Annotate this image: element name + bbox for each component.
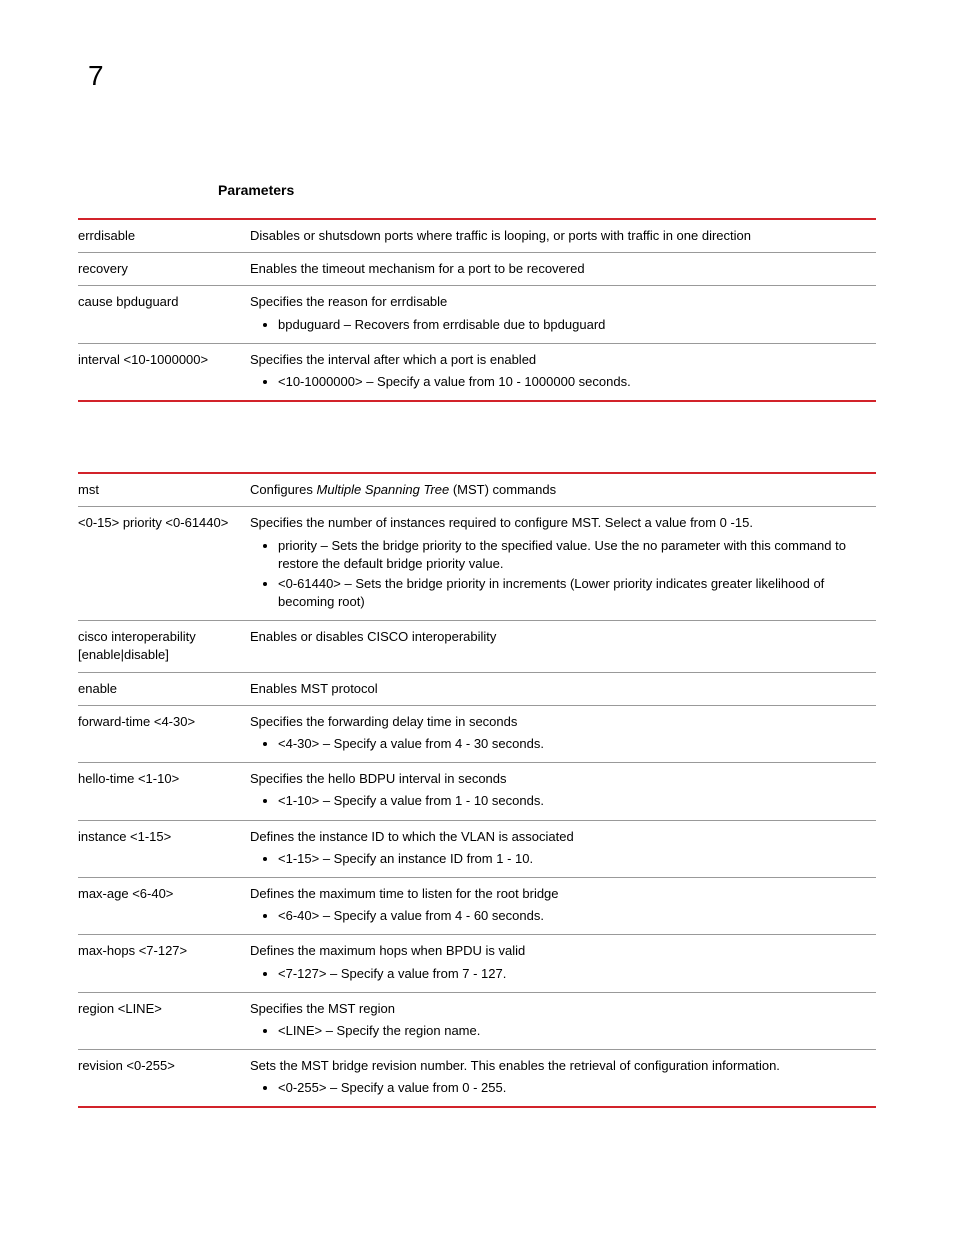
param-bullets: <LINE> – Specify the region name. (250, 1022, 868, 1040)
param-bullets: <0-255> – Specify a value from 0 - 255. (250, 1079, 868, 1097)
param-name: hello-time <1-10> (78, 763, 250, 820)
param-name: cisco interoperability [enable|disable] (78, 621, 250, 672)
param-desc: Enables the timeout mechanism for a port… (250, 253, 876, 286)
param-desc: Defines the maximum time to listen for t… (250, 877, 876, 934)
param-bullets: <7-127> – Specify a value from 7 - 127. (250, 965, 868, 983)
table-row: interval <10-1000000>Specifies the inter… (78, 343, 876, 401)
page-number: 7 (88, 60, 876, 92)
param-desc: Defines the maximum hops when BPDU is va… (250, 935, 876, 992)
table-row: cisco interoperability [enable|disable]E… (78, 621, 876, 672)
param-name: interval <10-1000000> (78, 343, 250, 401)
table-row: enableEnables MST protocol (78, 672, 876, 705)
table-row: hello-time <1-10>Specifies the hello BDP… (78, 763, 876, 820)
param-bullets: <1-10> – Specify a value from 1 - 10 sec… (250, 792, 868, 810)
table-row: <0-15> priority <0-61440>Specifies the n… (78, 507, 876, 621)
list-item: <4-30> – Specify a value from 4 - 30 sec… (278, 735, 868, 753)
list-item: <1-15> – Specify an instance ID from 1 -… (278, 850, 868, 868)
parameters-table-1: errdisableDisables or shutsdown ports wh… (78, 218, 876, 402)
list-item: <LINE> – Specify the region name. (278, 1022, 868, 1040)
param-bullets: priority – Sets the bridge priority to t… (250, 537, 868, 612)
table-row: recoveryEnables the timeout mechanism fo… (78, 253, 876, 286)
param-desc: Enables MST protocol (250, 672, 876, 705)
table-row: mstConfigures Multiple Spanning Tree (MS… (78, 473, 876, 507)
list-item: <0-61440> – Sets the bridge priority in … (278, 575, 868, 611)
table-row: region <LINE>Specifies the MST region<LI… (78, 992, 876, 1049)
param-name: <0-15> priority <0-61440> (78, 507, 250, 621)
param-name: region <LINE> (78, 992, 250, 1049)
param-name: instance <1-15> (78, 820, 250, 877)
param-desc: Enables or disables CISCO interoperabili… (250, 621, 876, 672)
table-row: forward-time <4-30>Specifies the forward… (78, 705, 876, 762)
param-bullets: <6-40> – Specify a value from 4 - 60 sec… (250, 907, 868, 925)
param-desc: Specifies the hello BDPU interval in sec… (250, 763, 876, 820)
list-item: bpduguard – Recovers from errdisable due… (278, 316, 868, 334)
table-row: revision <0-255>Sets the MST bridge revi… (78, 1050, 876, 1108)
param-name: revision <0-255> (78, 1050, 250, 1108)
param-bullets: bpduguard – Recovers from errdisable due… (250, 316, 868, 334)
param-name: cause bpduguard (78, 286, 250, 343)
param-name: max-hops <7-127> (78, 935, 250, 992)
param-desc: Specifies the number of instances requir… (250, 507, 876, 621)
table-row: max-hops <7-127>Defines the maximum hops… (78, 935, 876, 992)
param-desc: Disables or shutsdown ports where traffi… (250, 219, 876, 253)
table-row: max-age <6-40>Defines the maximum time t… (78, 877, 876, 934)
param-desc: Specifies the MST region<LINE> – Specify… (250, 992, 876, 1049)
param-name: recovery (78, 253, 250, 286)
table-row: instance <1-15>Defines the instance ID t… (78, 820, 876, 877)
list-item: <7-127> – Specify a value from 7 - 127. (278, 965, 868, 983)
param-desc: Defines the instance ID to which the VLA… (250, 820, 876, 877)
param-name: errdisable (78, 219, 250, 253)
param-bullets: <1-15> – Specify an instance ID from 1 -… (250, 850, 868, 868)
param-name: max-age <6-40> (78, 877, 250, 934)
list-item: priority – Sets the bridge priority to t… (278, 537, 868, 573)
param-desc: Specifies the forwarding delay time in s… (250, 705, 876, 762)
parameters-table-2: mstConfigures Multiple Spanning Tree (MS… (78, 472, 876, 1108)
param-bullets: <10-1000000> – Specify a value from 10 -… (250, 373, 868, 391)
param-name: enable (78, 672, 250, 705)
list-item: <1-10> – Specify a value from 1 - 10 sec… (278, 792, 868, 810)
param-name: forward-time <4-30> (78, 705, 250, 762)
list-item: <0-255> – Specify a value from 0 - 255. (278, 1079, 868, 1097)
table-row: cause bpduguardSpecifies the reason for … (78, 286, 876, 343)
param-bullets: <4-30> – Specify a value from 4 - 30 sec… (250, 735, 868, 753)
list-item: <10-1000000> – Specify a value from 10 -… (278, 373, 868, 391)
param-desc: Configures Multiple Spanning Tree (MST) … (250, 473, 876, 507)
param-desc: Sets the MST bridge revision number. Thi… (250, 1050, 876, 1108)
param-desc: Specifies the interval after which a por… (250, 343, 876, 401)
param-name: mst (78, 473, 250, 507)
list-item: <6-40> – Specify a value from 4 - 60 sec… (278, 907, 868, 925)
section-heading: Parameters (218, 182, 876, 198)
param-desc: Specifies the reason for errdisablebpdug… (250, 286, 876, 343)
table-row: errdisableDisables or shutsdown ports wh… (78, 219, 876, 253)
